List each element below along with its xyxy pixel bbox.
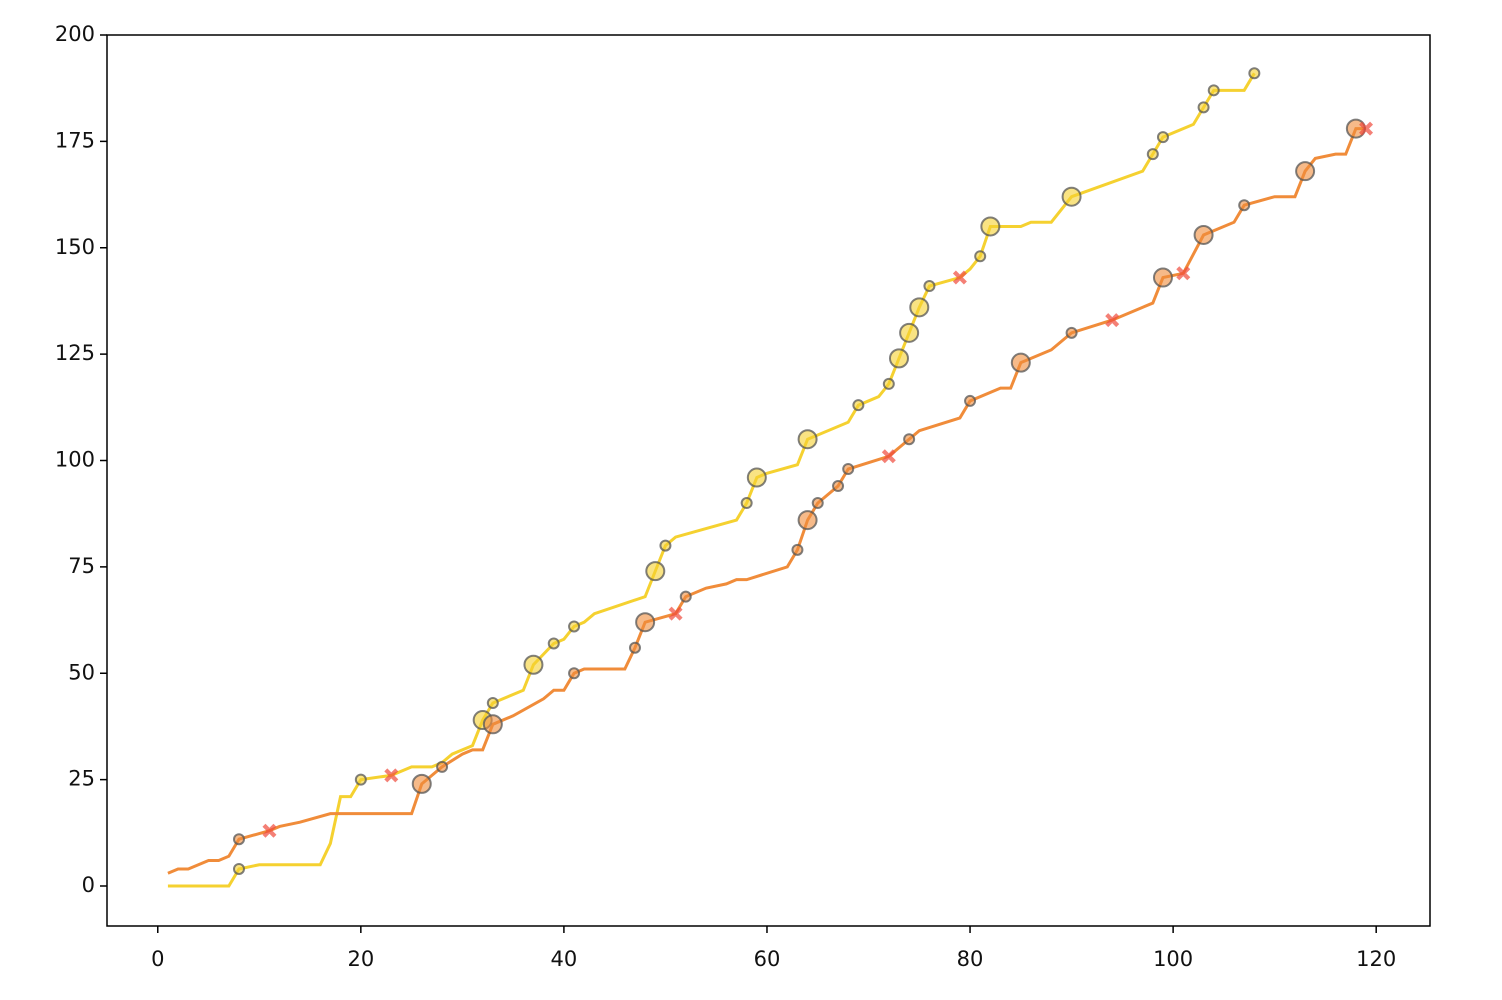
marker-circle <box>482 714 503 735</box>
marker-circle <box>842 463 855 476</box>
marker-circle <box>964 394 977 407</box>
marker-circle <box>974 250 987 263</box>
marker-circle <box>1010 352 1031 373</box>
y-tick-label: 0 <box>82 873 95 897</box>
y-tick-label: 150 <box>55 235 95 259</box>
x-tick-label: 80 <box>957 947 984 971</box>
marker-circle <box>1193 224 1214 245</box>
marker-circle <box>547 637 560 650</box>
marker-cross <box>668 606 683 621</box>
marker-circle <box>909 297 930 318</box>
y-tick-label: 100 <box>55 448 95 472</box>
marker-cross <box>384 768 399 783</box>
marker-circle <box>523 654 544 675</box>
marker-circle <box>797 429 818 450</box>
x-tick-label: 120 <box>1356 947 1396 971</box>
y-tick-label: 200 <box>55 22 95 46</box>
marker-circle <box>411 773 432 794</box>
y-tick-label: 125 <box>55 341 95 365</box>
marker-circle <box>811 497 824 510</box>
x-tick-label: 100 <box>1153 947 1193 971</box>
marker-circle <box>923 280 936 293</box>
marker-circle <box>1156 131 1169 144</box>
marker-circle <box>679 590 692 603</box>
x-tick-label: 0 <box>151 947 164 971</box>
marker-circle <box>354 773 367 786</box>
marker-circle <box>882 377 895 390</box>
x-tick-label: 60 <box>754 947 781 971</box>
marker-circle <box>436 760 449 773</box>
marker-circle <box>746 467 767 488</box>
marker-cross <box>881 449 896 464</box>
y-tick-label: 75 <box>68 554 95 578</box>
marker-circle <box>1295 161 1316 182</box>
marker-circle <box>1248 67 1261 80</box>
marker-circle <box>832 480 845 493</box>
x-tick-label: 40 <box>551 947 578 971</box>
marker-circle <box>899 322 920 343</box>
marker-circle <box>1238 199 1251 212</box>
marker-cross <box>952 270 967 285</box>
marker-circle <box>645 561 666 582</box>
marker-circle <box>740 497 753 510</box>
marker-circle <box>232 862 245 875</box>
marker-circle <box>1146 148 1159 161</box>
marker-circle <box>791 543 804 556</box>
marker-circle <box>888 348 909 369</box>
marker-circle <box>232 833 245 846</box>
marker-circle <box>980 216 1001 237</box>
marker-circle <box>635 612 656 633</box>
marker-cross <box>262 823 277 838</box>
marker-circle <box>628 641 641 654</box>
marker-circle <box>1197 101 1210 114</box>
marker-cross <box>1176 266 1191 281</box>
marker-circle <box>797 510 818 531</box>
marker-circle <box>1061 186 1082 207</box>
marker-circle <box>568 667 581 680</box>
marker-circle <box>1207 84 1220 97</box>
plot-frame <box>106 34 1431 927</box>
marker-circle <box>1152 267 1173 288</box>
marker-circle <box>568 620 581 633</box>
y-tick-label: 175 <box>55 128 95 152</box>
marker-circle <box>852 399 865 412</box>
y-tick-label: 50 <box>68 660 95 684</box>
marker-cross <box>1359 121 1374 136</box>
series-line <box>167 72 1256 888</box>
marker-circle <box>659 539 672 552</box>
x-tick-label: 20 <box>347 947 374 971</box>
marker-cross <box>1105 313 1120 328</box>
marker-circle <box>1065 326 1078 339</box>
y-tick-label: 25 <box>68 767 95 791</box>
marker-circle <box>486 697 499 710</box>
marker-circle <box>903 433 916 446</box>
